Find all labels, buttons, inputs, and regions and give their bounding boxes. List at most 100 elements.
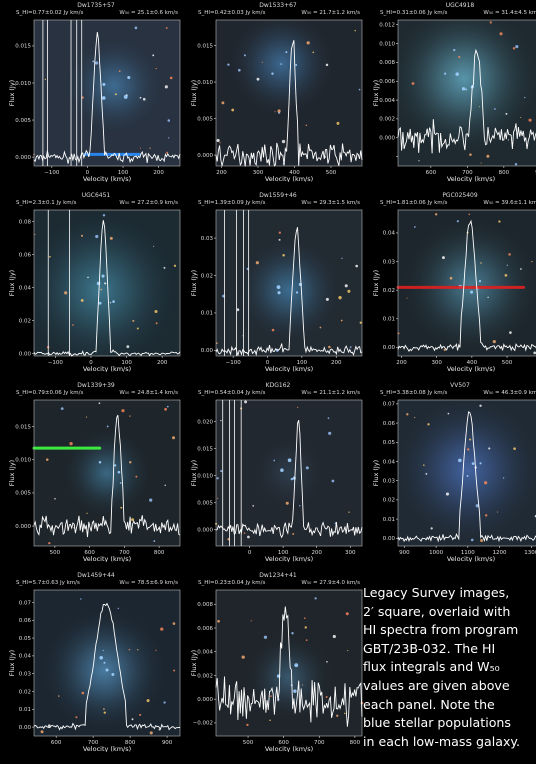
field-star	[129, 415, 130, 416]
y-tick-label: 0.06	[19, 252, 32, 258]
field-star	[286, 502, 289, 505]
field-star	[490, 21, 492, 23]
field-star	[360, 322, 362, 324]
field-star	[244, 54, 246, 56]
field-star	[277, 109, 280, 112]
blue-star	[106, 668, 109, 671]
field-star	[509, 331, 512, 334]
blue-star	[99, 461, 102, 464]
field-star	[264, 636, 267, 639]
field-star	[481, 162, 482, 163]
field-star	[216, 477, 218, 479]
field-star	[282, 140, 285, 143]
field-star	[173, 669, 175, 671]
x-tick-label: 600	[51, 740, 62, 746]
field-star	[337, 122, 340, 125]
field-star	[174, 265, 176, 267]
y-tick-label: 0.000	[15, 524, 31, 530]
spectrum-plot: 0.000.010.020.03−100 0 100 200Velocity (km/…	[190, 192, 366, 372]
field-star	[299, 505, 300, 506]
blue-star	[296, 291, 298, 293]
x-tick-label: 800	[499, 170, 510, 176]
field-star	[119, 70, 121, 72]
field-star	[457, 220, 459, 222]
spectrum-panel: Dw1735+57 S_HI=0.77±0.02 Jy km/s W₅₀ = 25.…	[8, 2, 184, 182]
blue-star	[480, 462, 482, 464]
spectrum-panel: Dw1559+46 S_HI=1.39±0.09 Jy km/s W₅₀ = 29.…	[190, 192, 366, 372]
field-star	[406, 298, 407, 299]
field-star	[129, 649, 131, 651]
field-star	[307, 41, 310, 44]
field-star	[282, 254, 285, 257]
blue-star	[455, 72, 459, 76]
y-axis-label: Flux (Jy)	[190, 270, 198, 296]
field-star	[487, 297, 488, 298]
y-tick-label: 0.020	[197, 419, 213, 425]
y-tick-label: 0.012	[379, 23, 395, 29]
field-star	[163, 701, 165, 703]
field-star	[251, 620, 252, 621]
y-tick-label: 0.010	[197, 80, 213, 86]
blue-star	[462, 87, 465, 90]
field-star	[153, 246, 154, 247]
field-star	[216, 139, 219, 142]
y-tick-label: 0.06	[19, 618, 32, 624]
x-tick-label: 900	[162, 740, 173, 746]
field-star	[221, 101, 224, 104]
field-star	[262, 62, 263, 63]
blue-star	[470, 291, 473, 294]
field-star	[485, 514, 487, 516]
field-star	[164, 267, 166, 269]
y-axis-label: Flux (Jy)	[190, 460, 198, 486]
y-tick-label: 0.00	[383, 345, 396, 351]
y-tick-label: 0.015	[197, 446, 213, 452]
field-star	[341, 258, 342, 259]
field-star	[58, 695, 60, 697]
spectrum-panel: KDG162 S_HI=0.54±0.04 Jy km/s W₅₀ = 21.1±1…	[190, 382, 366, 562]
field-star	[75, 716, 77, 718]
field-star	[520, 268, 522, 270]
x-tick-label: 300	[253, 170, 264, 176]
field-star	[132, 320, 134, 322]
field-star	[469, 439, 471, 441]
blue-star	[465, 88, 467, 90]
field-star	[81, 235, 83, 237]
x-tick-label: 300	[431, 360, 442, 366]
field-star	[306, 125, 307, 126]
spectrum-panel: UGC6451 S_HI=2.3±0.1 Jy km/s W₅₀ = 27.2±0.…	[8, 192, 184, 372]
x-tick-label: 200	[396, 360, 407, 366]
blue-star	[111, 673, 114, 676]
y-tick-label: 0.006	[197, 626, 213, 632]
field-star	[217, 620, 220, 623]
y-tick-label: 0.00	[19, 351, 32, 357]
field-star	[86, 513, 87, 514]
spectrum-plot: 0.000 0.002 0.004 0.006 0.008 0.010 0.012 600 70…	[372, 2, 536, 182]
field-star	[479, 405, 481, 407]
spectrum-plot: −0.002 0.000 0.002 0.004 0.006 0.008 500 600 700…	[190, 572, 366, 752]
field-star	[503, 477, 504, 478]
field-star	[242, 655, 245, 658]
field-star	[115, 93, 117, 95]
field-star	[92, 60, 94, 62]
y-tick-label: 0.05	[19, 636, 32, 642]
blue-star	[102, 96, 106, 100]
caption-line: GBT/23B-032. The HI	[363, 640, 533, 659]
x-tick-label: 500	[326, 170, 337, 176]
field-star	[143, 98, 146, 101]
field-star	[173, 622, 176, 625]
field-star	[81, 299, 84, 302]
x-axis-label: Velocity (km/s)	[265, 745, 313, 752]
figure-caption: Legacy Survey images, 2′ square, overlai…	[363, 584, 533, 751]
spectrum-plot: 0.00 0.01 0.02 0.03 0.04 0.05 0.06 0.07 900 1000 1…	[372, 382, 536, 562]
spectrum-panel: Dw1459+44 S_HI=5.7±0.63 Jy km/s W₅₀ = 78.5…	[8, 572, 184, 752]
spectrum-plot: 0.0000.0050.0100.015200 300 400 500Velocity…	[190, 2, 366, 182]
y-axis-label: Flux (Jy)	[372, 80, 380, 106]
blue-star	[118, 471, 121, 474]
x-axis-label: Velocity (km/s)	[83, 555, 131, 562]
field-star	[49, 256, 51, 258]
y-tick-label: 0.03	[383, 478, 396, 484]
field-star	[110, 302, 111, 303]
field-star	[312, 52, 314, 54]
spectrum-plot: 0.0000.0050.0100.015500 600 700 800Velocity…	[8, 382, 184, 562]
field-star	[488, 447, 490, 449]
